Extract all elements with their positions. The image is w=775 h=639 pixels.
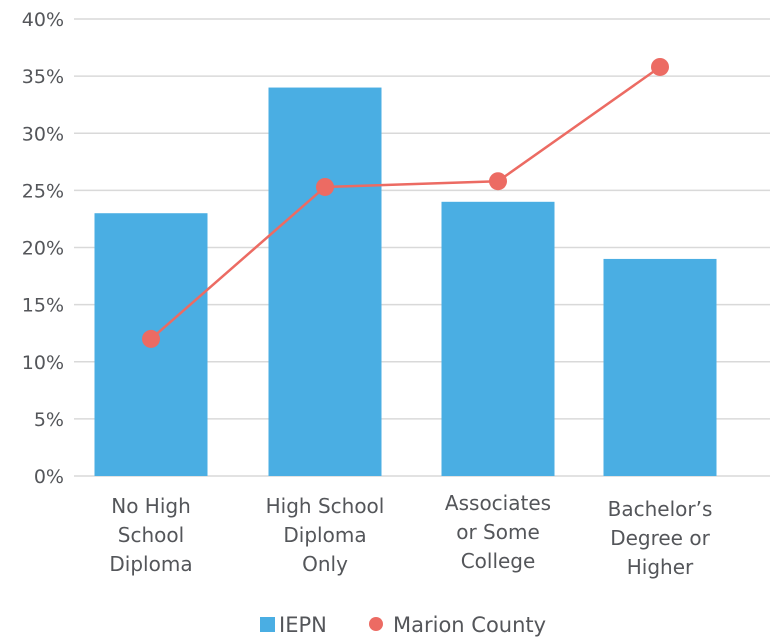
x-category-label: High School Diploma Only (266, 494, 385, 576)
y-tick-label: 20% (22, 238, 64, 260)
legend-label-line: Marion County (393, 613, 546, 637)
line-point (489, 172, 507, 191)
legend-swatch-bar (260, 617, 275, 632)
bar (603, 258, 717, 476)
y-tick-label: 15% (22, 295, 64, 317)
legend: IEPN Marion County (260, 613, 546, 637)
bar (268, 87, 382, 477)
y-tick-label: 0% (34, 466, 64, 488)
y-axis-tick-labels: 0% 5% 10% 15% 20% 25% 30% 35% 40% (22, 9, 64, 488)
bar (441, 201, 555, 477)
y-tick-label: 25% (22, 180, 64, 202)
x-category-label: No High School Diploma (109, 494, 192, 576)
x-category-label: Bachelor’s Degree or Higher (608, 497, 713, 579)
line-point (651, 57, 669, 76)
y-tick-label: 5% (34, 409, 64, 431)
line-point (316, 177, 334, 196)
legend-label-bar: IEPN (279, 613, 327, 637)
y-tick-label: 40% (22, 9, 64, 31)
y-tick-label: 10% (22, 352, 64, 374)
legend-swatch-line (369, 617, 383, 631)
bars (94, 87, 717, 477)
y-tick-label: 35% (22, 66, 64, 88)
y-tick-label: 30% (22, 123, 64, 145)
x-axis-category-labels: No High School Diploma High School Diploma On… (109, 491, 712, 579)
line-series (142, 57, 669, 348)
line-point (142, 329, 160, 348)
x-category-label: Associates or Some College (445, 491, 551, 573)
line-series-path (150, 65, 661, 340)
